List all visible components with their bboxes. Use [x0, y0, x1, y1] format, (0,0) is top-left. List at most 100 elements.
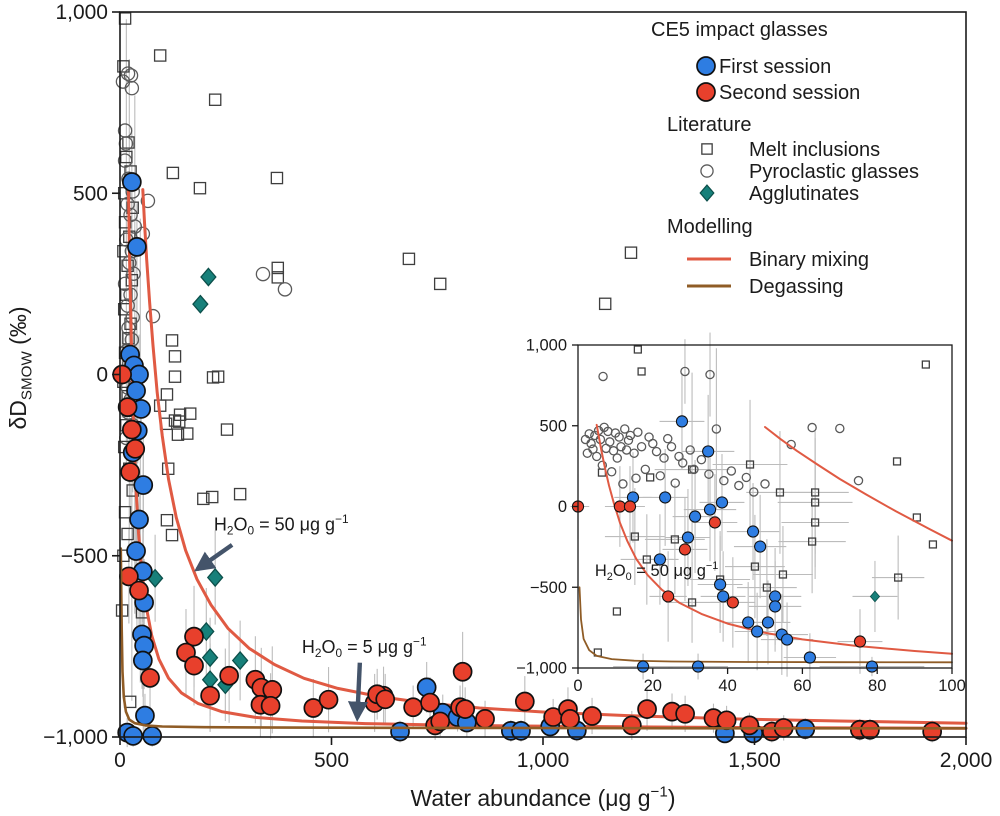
legend-item-label: Pyroclastic glasses — [749, 161, 919, 183]
data-point — [181, 427, 194, 440]
data-point — [118, 12, 132, 25]
curve-binary-mixing — [141, 188, 968, 725]
data-point — [629, 448, 639, 458]
data-point — [894, 573, 903, 582]
data-point — [171, 428, 185, 441]
data-point — [685, 445, 695, 455]
x-tick-label: 80 — [868, 677, 886, 695]
diamond-legend-marker — [699, 184, 715, 202]
data-point — [200, 267, 217, 287]
data-point — [640, 464, 651, 475]
data-point — [633, 345, 642, 354]
y-tick-label: 500 — [73, 182, 108, 205]
data-point — [123, 726, 143, 746]
data-point — [865, 660, 879, 673]
data-point — [808, 537, 817, 546]
plot-main: H2O0 = 50 μg g−1 H2O0 = 5 μg g−1 0 500 1,000… — [43, 1, 992, 772]
data-point — [420, 692, 440, 713]
data-point — [646, 473, 655, 482]
x-tick-label: 100 — [938, 677, 966, 695]
data-point — [605, 437, 615, 447]
curve-degassing — [119, 547, 968, 730]
data-point — [582, 706, 602, 726]
data-point — [633, 427, 643, 437]
data-point — [303, 698, 324, 718]
data-point — [714, 578, 727, 591]
data-point — [403, 697, 423, 718]
data-point — [803, 651, 816, 664]
data-point — [780, 633, 794, 646]
data-point — [892, 457, 902, 466]
y-tick-label: 500 — [539, 417, 567, 435]
data-point — [270, 171, 284, 185]
data-point — [659, 453, 669, 463]
data-point — [133, 475, 154, 495]
data-point — [560, 709, 580, 729]
data-point — [761, 616, 775, 629]
data-point — [637, 699, 657, 719]
data-point — [390, 721, 410, 742]
data-point — [630, 532, 639, 541]
data-point — [716, 710, 737, 731]
data-point — [853, 635, 867, 648]
y-axis-title: δDSMOW (‰) — [5, 306, 36, 429]
data-point — [768, 600, 782, 613]
data-point — [135, 705, 155, 726]
data-point — [642, 555, 651, 564]
y-tick-label: 1,000 — [526, 337, 567, 355]
data-point — [624, 246, 638, 259]
data-point — [452, 661, 473, 682]
x-tick-label: 2,000 — [940, 749, 993, 772]
data-point — [205, 490, 219, 504]
legend-literature-title: Literature — [667, 114, 752, 136]
y-tick-label: −500 — [61, 545, 108, 568]
data-point — [220, 423, 234, 436]
y-tick-label: −500 — [530, 579, 567, 597]
data-point — [168, 350, 182, 363]
data-point — [775, 488, 785, 497]
x-axis-title: Water abundance (μg g−1) — [411, 783, 676, 811]
series-second-session — [571, 500, 867, 648]
square_open-legend-marker — [701, 143, 713, 155]
data-point — [511, 720, 531, 741]
data-point — [455, 699, 476, 719]
y-tick-label: −1,000 — [43, 726, 108, 749]
legend-modelling-title: Modelling — [667, 216, 753, 238]
x-tick-label: 40 — [718, 677, 736, 695]
data-point — [165, 334, 179, 347]
data-point — [117, 397, 138, 417]
data-point — [126, 266, 141, 281]
data-point — [255, 266, 271, 282]
data-point — [271, 271, 285, 284]
data-point — [153, 49, 167, 62]
data-point — [675, 415, 689, 428]
data-point — [860, 719, 880, 740]
data-point — [260, 695, 281, 716]
data-point — [717, 590, 730, 603]
data-point — [160, 388, 174, 401]
data-point — [514, 691, 535, 712]
data-point — [192, 294, 209, 314]
data-point — [614, 432, 624, 442]
data-point — [160, 513, 174, 527]
data-point — [200, 685, 220, 706]
data-point — [129, 364, 149, 385]
data-point — [586, 438, 596, 449]
data-point — [620, 424, 630, 434]
data-point — [121, 172, 142, 192]
data-point — [768, 590, 782, 603]
data-point — [651, 446, 662, 457]
data-point — [184, 626, 204, 647]
data-point — [606, 467, 617, 477]
data-point — [613, 500, 626, 513]
data-point — [726, 596, 739, 609]
data-point — [165, 528, 179, 542]
data-point — [621, 715, 642, 736]
legend-item-label: Agglutinates — [749, 183, 859, 205]
data-point — [742, 616, 755, 629]
data-point — [663, 433, 673, 444]
y-tick-label: 1,000 — [55, 1, 108, 24]
data-point — [193, 181, 207, 195]
series-first-session — [626, 415, 879, 673]
